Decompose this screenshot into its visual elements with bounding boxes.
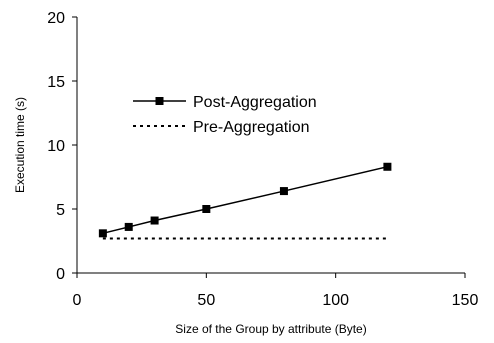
x-tick-label: 150 [452,292,479,309]
y-tick-label: 20 [47,10,65,27]
legend-marker [155,97,164,105]
y-tick-label: 0 [56,266,65,283]
y-tick-label: 5 [56,202,65,219]
legend: Post-Aggregation Pre-Aggregation [133,94,317,136]
data-point [150,216,159,225]
y-tick-label: 15 [47,74,65,91]
x-tick-label: 100 [322,292,349,309]
legend-label: Post-Aggregation [193,94,317,111]
legend-label: Pre-Aggregation [193,119,310,136]
data-point [98,229,107,238]
series-line-0 [102,166,388,235]
x-ticks: 0 50 100 150 [73,273,479,309]
x-axis-title: Size of the Group by attribute (Byte) [175,322,366,336]
data-point [124,222,133,231]
series-layer [98,162,392,240]
x-tick-label: 50 [197,292,215,309]
data-point [383,162,392,171]
y-ticks: 0 5 10 15 20 [47,10,77,283]
y-tick-label: 10 [47,138,65,155]
y-axis-title: Execution time (s) [13,97,27,193]
axes [76,17,465,274]
data-point [279,187,288,196]
x-tick-label: 0 [73,292,82,309]
data-point [202,205,211,213]
